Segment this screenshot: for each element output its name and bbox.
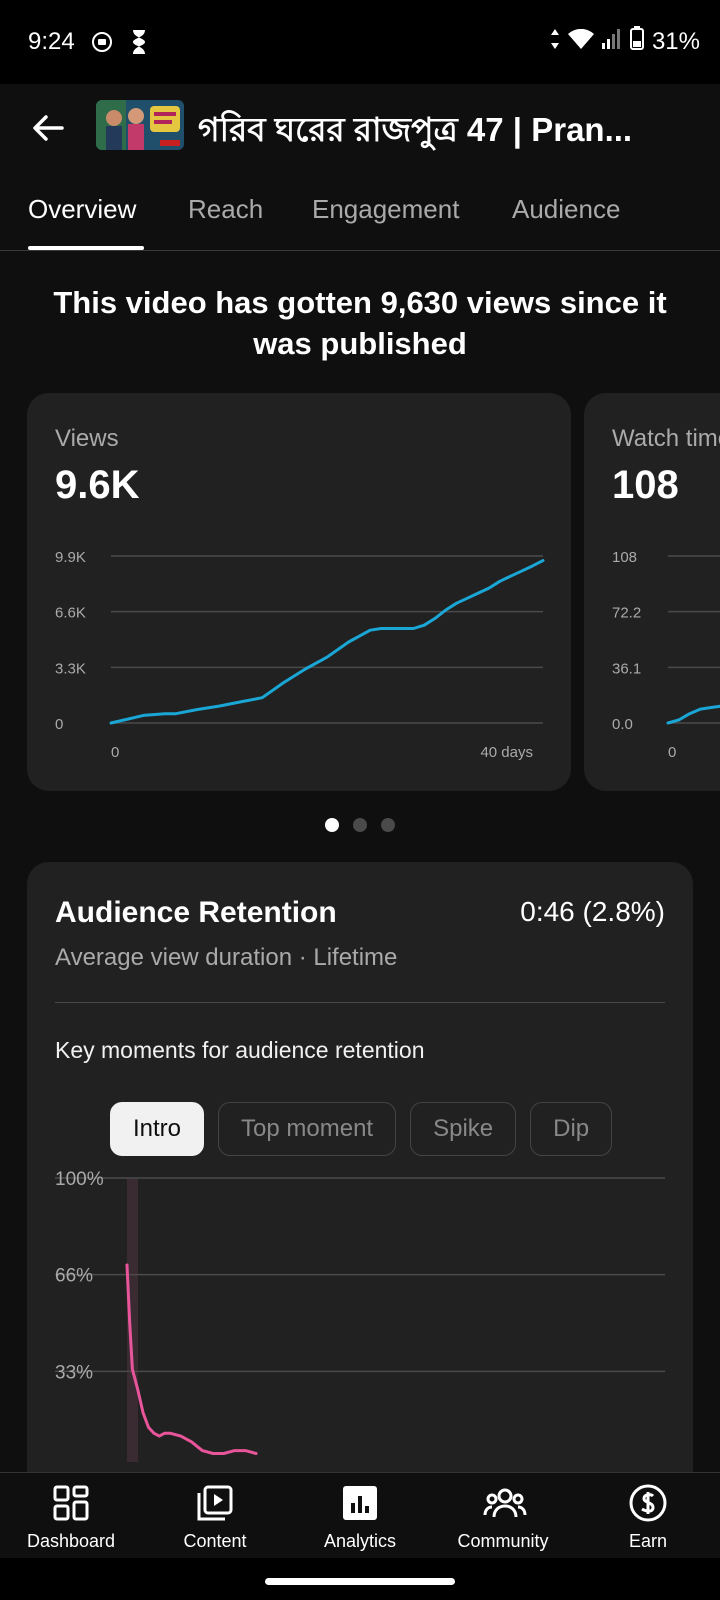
pagination-dot-2[interactable] xyxy=(353,818,367,832)
chip-intro[interactable]: Intro xyxy=(110,1102,205,1156)
retention-subtitle: Average view duration · Lifetime xyxy=(55,944,398,971)
y-tick-label: 72.2 xyxy=(612,605,641,622)
views-card[interactable]: Views 9.6K 9.9K 6.6K 3.3K 0 0 40 days xyxy=(27,393,571,791)
tab-reach[interactable]: Reach xyxy=(188,194,264,224)
y-tick-label: 33% xyxy=(55,1362,93,1383)
key-moment-chips: Intro Top moment Spike Dip xyxy=(110,1102,613,1156)
data-arrows-icon xyxy=(550,28,560,56)
watch-time-value: 108 xyxy=(612,463,679,507)
y-tick-label: 36.1 xyxy=(612,660,641,677)
y-tick-label: 66% xyxy=(55,1266,93,1287)
retention-chart: 100% 66% 33% xyxy=(55,1169,665,1462)
nav-label: Content xyxy=(183,1531,247,1551)
analytics-icon xyxy=(340,1483,380,1523)
wifi-icon xyxy=(567,28,594,56)
views-headline: This video has gotten 9,630 views since … xyxy=(53,285,667,361)
retention-title: Audience Retention xyxy=(55,896,337,929)
chip-spike[interactable]: Spike xyxy=(410,1102,517,1156)
y-tick-label: 108 xyxy=(612,549,637,566)
nav-dashboard[interactable]: Dashboard xyxy=(11,1483,131,1552)
bottom-navigation: Dashboard Content Analytics Community Ea… xyxy=(0,1472,720,1559)
battery-icon xyxy=(629,26,644,57)
content-icon xyxy=(195,1483,235,1523)
divider xyxy=(55,1002,665,1003)
status-bar: 9:24 31% xyxy=(0,0,720,84)
hourglass-icon xyxy=(128,28,150,61)
status-time: 9:24 xyxy=(28,28,75,55)
x-tick-label: 40 days xyxy=(480,744,533,761)
x-tick-label: 0 xyxy=(668,744,676,761)
watch-time-chart: 108 72.2 36.1 0.0 0 xyxy=(612,549,720,761)
nav-label: Analytics xyxy=(323,1531,397,1551)
tab-audience[interactable]: Audience xyxy=(512,194,621,224)
views-value: 9.6K xyxy=(55,463,140,507)
dashboard-icon xyxy=(51,1483,91,1523)
nav-label: Earn xyxy=(628,1531,668,1551)
retention-value: 0:46 (2.8%) xyxy=(520,896,665,927)
pagination-dot-3[interactable] xyxy=(381,818,395,832)
app-header: গরিব ঘরের রাজপুত্র 47 | Pran... xyxy=(0,84,720,168)
community-icon xyxy=(483,1483,527,1523)
video-title: গরিব ঘরের রাজপুত্র 47 | Pran... xyxy=(198,111,633,148)
y-tick-label: 6.6K xyxy=(55,605,86,622)
views-label: Views xyxy=(55,425,119,452)
back-arrow-icon[interactable] xyxy=(26,106,70,150)
views-chart: 9.9K 6.6K 3.3K 0 0 40 days xyxy=(55,549,545,761)
chip-dip[interactable]: Dip xyxy=(530,1102,613,1156)
nav-label: Community xyxy=(457,1531,549,1551)
signal-icon xyxy=(601,28,622,56)
y-tick-label: 0 xyxy=(55,716,63,733)
x-tick-label: 0 xyxy=(111,744,119,761)
y-tick-label: 100% xyxy=(55,1169,104,1190)
intro-highlight-band xyxy=(127,1178,138,1462)
views-series-line xyxy=(109,559,545,725)
pagination-dot-1[interactable] xyxy=(325,818,339,832)
tab-engagement[interactable]: Engagement xyxy=(312,194,460,224)
watch-time-card[interactable]: Watch time (hours) 108 108 72.2 36.1 0.0 0 xyxy=(584,393,720,791)
tab-indicator xyxy=(28,246,144,250)
status-indicators: 31% xyxy=(550,26,700,57)
home-indicator[interactable] xyxy=(265,1578,455,1585)
audience-retention-card: Audience Retention 0:46 (2.8%) Average v… xyxy=(27,862,693,1582)
key-moments-label: Key moments for audience retention xyxy=(55,1037,425,1063)
nav-label: Dashboard xyxy=(26,1531,116,1551)
nav-analytics[interactable]: Analytics xyxy=(300,1483,420,1552)
y-tick-label: 3.3K xyxy=(55,660,86,677)
nav-earn[interactable]: Earn xyxy=(588,1483,708,1552)
y-tick-label: 0.0 xyxy=(612,716,633,733)
tab-bar: Overview Reach Engagement Audience xyxy=(0,168,720,251)
watch-time-series-line xyxy=(666,704,720,725)
retention-series-line xyxy=(125,1263,258,1455)
video-thumbnail xyxy=(96,100,184,150)
tab-overview[interactable]: Overview xyxy=(28,194,137,224)
nav-content[interactable]: Content xyxy=(155,1483,275,1552)
earn-icon xyxy=(628,1483,668,1523)
notification-icon xyxy=(92,32,112,57)
nav-community[interactable]: Community xyxy=(443,1483,563,1552)
battery-percent: 31% xyxy=(651,27,700,55)
watch-time-label: Watch time (hours) xyxy=(612,425,720,452)
carousel-pagination xyxy=(0,818,720,838)
y-tick-label: 9.9K xyxy=(55,549,86,566)
chip-top-moment[interactable]: Top moment xyxy=(218,1102,397,1156)
